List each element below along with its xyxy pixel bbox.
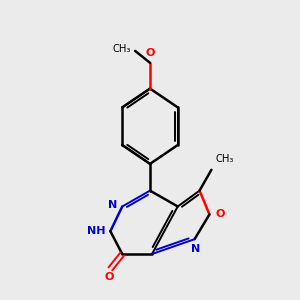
Text: N: N bbox=[108, 200, 117, 210]
Text: CH₃: CH₃ bbox=[216, 154, 234, 164]
Text: CH₃: CH₃ bbox=[112, 44, 131, 54]
Text: O: O bbox=[216, 209, 225, 219]
Text: O: O bbox=[104, 272, 114, 283]
Text: NH: NH bbox=[86, 226, 105, 236]
Text: N: N bbox=[191, 244, 201, 254]
Text: O: O bbox=[145, 48, 155, 59]
